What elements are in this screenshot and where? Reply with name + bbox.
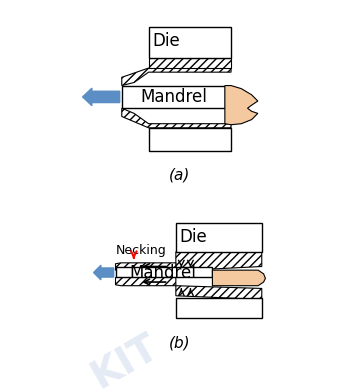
Polygon shape: [122, 108, 231, 128]
FancyBboxPatch shape: [122, 86, 225, 108]
Polygon shape: [225, 86, 258, 125]
Text: Die: Die: [180, 228, 207, 246]
Polygon shape: [176, 270, 213, 277]
Text: Mandrel: Mandrel: [140, 88, 207, 106]
Polygon shape: [116, 263, 176, 270]
FancyBboxPatch shape: [149, 27, 231, 58]
Polygon shape: [176, 286, 262, 300]
FancyBboxPatch shape: [176, 298, 262, 318]
Text: Mandrel: Mandrel: [130, 263, 196, 282]
Polygon shape: [149, 58, 231, 68]
Text: (a): (a): [169, 168, 190, 183]
Text: Necking: Necking: [116, 244, 167, 257]
Polygon shape: [116, 277, 176, 286]
FancyBboxPatch shape: [149, 128, 231, 151]
FancyArrow shape: [83, 88, 120, 106]
Text: KIT: KIT: [84, 327, 165, 389]
Text: Die: Die: [153, 32, 181, 50]
Polygon shape: [213, 270, 265, 286]
FancyBboxPatch shape: [176, 223, 262, 252]
FancyArrow shape: [94, 265, 114, 280]
FancyBboxPatch shape: [116, 267, 213, 277]
Polygon shape: [122, 68, 231, 86]
Polygon shape: [176, 252, 262, 270]
Text: (b): (b): [169, 336, 190, 351]
